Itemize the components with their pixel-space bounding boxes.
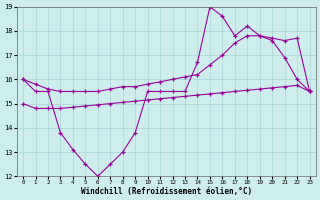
X-axis label: Windchill (Refroidissement éolien,°C): Windchill (Refroidissement éolien,°C)	[81, 187, 252, 196]
